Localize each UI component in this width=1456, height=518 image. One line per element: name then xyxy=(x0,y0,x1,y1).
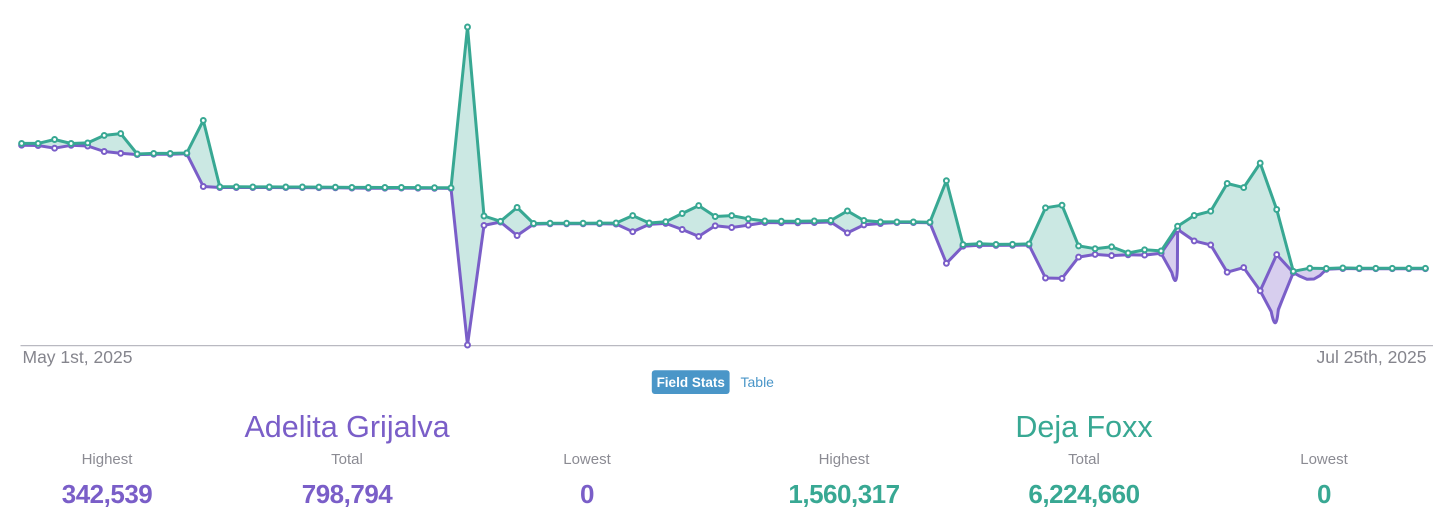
svg-text:Jul 25th, 2025: Jul 25th, 2025 xyxy=(1317,347,1427,367)
svg-text:May 1st, 2025: May 1st, 2025 xyxy=(23,347,133,367)
svg-text:0: 0 xyxy=(580,479,594,509)
svg-text:Deja Foxx: Deja Foxx xyxy=(1015,410,1152,444)
svg-text:Field Stats: Field Stats xyxy=(657,375,725,390)
svg-text:798,794: 798,794 xyxy=(302,479,394,509)
svg-text:0: 0 xyxy=(1317,479,1331,509)
svg-text:Lowest: Lowest xyxy=(563,451,611,468)
svg-text:Total: Total xyxy=(331,451,363,468)
svg-text:1,560,317: 1,560,317 xyxy=(788,479,899,509)
svg-text:342,539: 342,539 xyxy=(62,479,153,509)
svg-text:Lowest: Lowest xyxy=(1300,451,1348,468)
svg-text:6,224,660: 6,224,660 xyxy=(1028,479,1139,509)
svg-text:Total: Total xyxy=(1068,451,1100,468)
svg-text:Highest: Highest xyxy=(82,451,134,468)
svg-text:Table: Table xyxy=(741,374,775,390)
svg-text:Adelita Grijalva: Adelita Grijalva xyxy=(244,410,449,444)
svg-text:Highest: Highest xyxy=(819,451,871,468)
